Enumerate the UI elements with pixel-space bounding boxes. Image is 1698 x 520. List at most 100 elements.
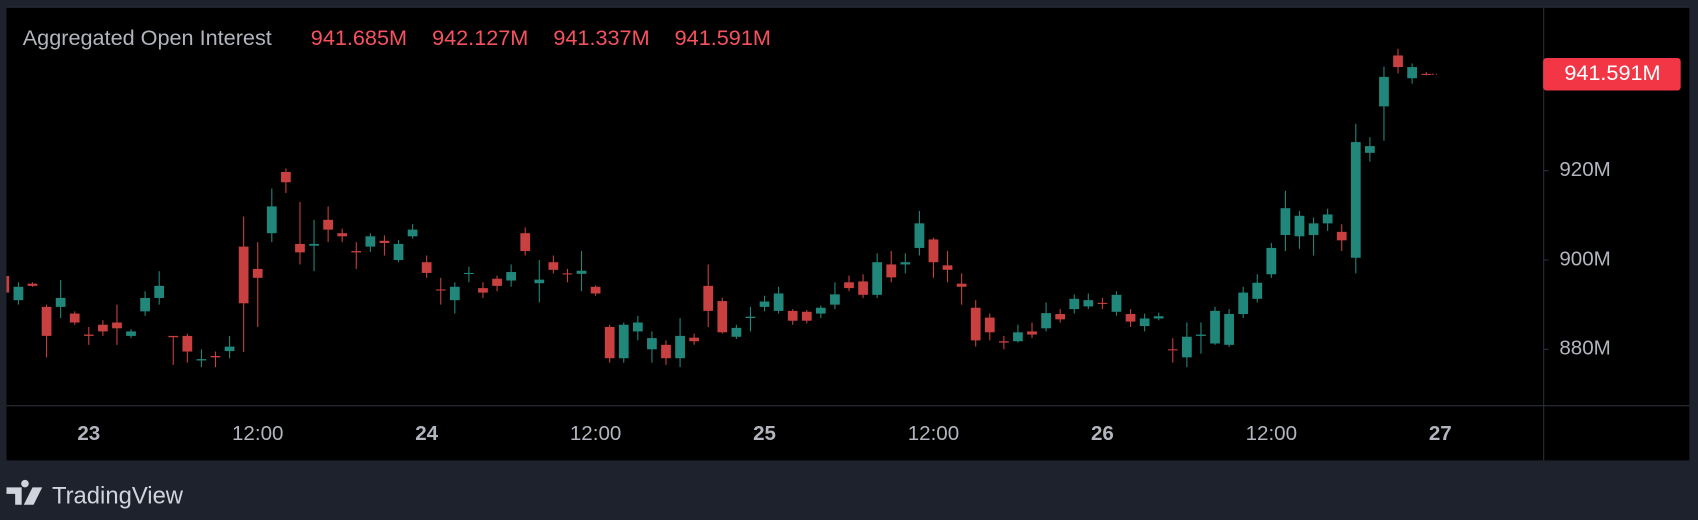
chart-area <box>6 7 1690 461</box>
chart-title: Aggregated Open Interest <box>23 25 272 50</box>
candle-body <box>703 285 714 311</box>
candle-body <box>126 331 136 336</box>
candle-body <box>604 326 615 359</box>
x-tick-label: 23 <box>77 422 100 445</box>
candle-body <box>618 324 629 359</box>
x-tick-label: 12:00 <box>1246 422 1297 445</box>
candle-body <box>801 311 812 321</box>
candle-body <box>1294 215 1305 237</box>
candle-body <box>675 335 685 359</box>
candle-body <box>900 262 911 265</box>
candle-body <box>970 307 981 341</box>
candle-body <box>787 310 798 321</box>
candle-body <box>365 236 376 247</box>
candle-body <box>886 264 897 278</box>
candle-body <box>323 219 333 230</box>
candle-body <box>1083 300 1094 307</box>
candle-body <box>1210 310 1220 344</box>
candle-body <box>1139 318 1150 327</box>
candle-body <box>1181 336 1192 358</box>
candle-body <box>154 285 165 298</box>
candle-body <box>140 297 150 312</box>
candle-body <box>984 317 995 333</box>
candle-body <box>830 294 840 305</box>
candle-body <box>520 233 531 252</box>
candle-body <box>281 172 291 183</box>
candle-body <box>351 251 362 253</box>
candle-body <box>210 355 221 358</box>
tradingview-logo: TradingView <box>6 479 184 509</box>
x-tick-label: 27 <box>1429 422 1452 445</box>
candle-body <box>1350 142 1361 258</box>
price-tag <box>1543 58 1681 91</box>
candle-body <box>112 322 122 329</box>
candle-body <box>41 306 52 336</box>
candle-body <box>717 301 728 333</box>
candle-body <box>506 272 517 281</box>
x-tick-label: 12:00 <box>908 422 959 445</box>
brand: TradingView <box>52 482 184 509</box>
candle-body <box>1027 331 1037 335</box>
candle-body <box>492 278 502 286</box>
candle-body <box>435 289 446 291</box>
candle-body <box>1055 314 1066 320</box>
candle-body <box>815 307 826 314</box>
candle-body <box>759 301 770 307</box>
candle-body <box>295 243 305 253</box>
candle-body <box>69 313 80 323</box>
candle-body <box>1125 314 1136 322</box>
y-tick-label: 900M <box>1559 247 1610 270</box>
candle-body <box>421 262 432 273</box>
candle-body <box>1266 247 1277 275</box>
candle-body <box>872 262 883 295</box>
candle-body <box>478 288 488 293</box>
x-tick-label: 12:00 <box>232 422 283 445</box>
candle-body <box>1153 316 1164 319</box>
candle-body <box>1280 208 1291 235</box>
candle-body <box>1069 298 1080 310</box>
candle-body <box>1365 146 1375 153</box>
candle-body <box>224 346 235 352</box>
price-tag-label: 941.591M <box>1564 60 1660 85</box>
x-tick-label: 12:00 <box>570 422 621 445</box>
candle-body <box>1041 313 1051 329</box>
candle-body <box>449 286 460 301</box>
candle-body <box>731 327 742 337</box>
candle-body <box>590 286 601 294</box>
candle-body <box>548 262 559 270</box>
candle-body <box>168 335 179 338</box>
candle-body <box>1322 214 1333 224</box>
ohlc-value: 941.591M <box>675 25 771 50</box>
candle-body <box>844 282 854 289</box>
candle-body <box>393 243 404 260</box>
candle-body <box>238 246 249 304</box>
candle-body <box>773 293 784 311</box>
candle-body <box>379 240 390 244</box>
candle-body <box>464 272 474 275</box>
candle-body <box>1224 314 1234 345</box>
ohlc-value: 941.337M <box>553 25 649 50</box>
candle-body <box>27 283 38 286</box>
candle-body <box>576 270 587 274</box>
logo-icon <box>6 479 43 505</box>
y-tick-label: 920M <box>1559 158 1610 181</box>
candle-body <box>1308 223 1319 235</box>
candle-body <box>632 322 643 332</box>
candle-body <box>55 297 66 307</box>
candle-body <box>689 337 700 342</box>
plot <box>6 48 1438 368</box>
ohlc-value: 941.685M <box>311 25 407 50</box>
x-tick-label: 25 <box>753 422 776 445</box>
candle-body <box>1252 282 1263 299</box>
candle-body <box>928 239 939 263</box>
candle-body <box>98 324 108 332</box>
candle-body <box>1336 231 1347 241</box>
candle-body <box>83 334 94 336</box>
candle-body <box>661 344 671 359</box>
candle-body <box>407 229 418 237</box>
candle-body <box>13 286 24 301</box>
candle-body <box>337 233 348 237</box>
candle-body <box>998 341 1009 343</box>
